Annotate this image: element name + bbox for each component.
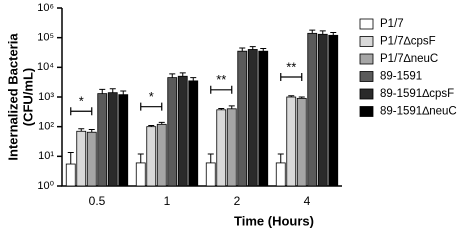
y-tick-label: 10²	[38, 121, 54, 133]
legend-swatch	[359, 18, 374, 30]
legend-swatch	[359, 36, 374, 47]
y-tick-label: 10⁶	[37, 2, 54, 14]
significance-label: *	[149, 89, 154, 104]
x-tick-label: 1	[164, 194, 171, 208]
y-axis-title: Internalized Bacteria	[5, 33, 20, 161]
bar	[177, 75, 188, 187]
bar	[317, 33, 328, 187]
y-tick-label: 10⁵	[37, 32, 54, 44]
legend-swatch	[359, 88, 374, 100]
bar	[65, 163, 76, 187]
error-bar	[179, 72, 186, 77]
x-tick-label: 4	[304, 194, 311, 208]
bar	[86, 131, 97, 187]
x-axis-title: Time (Hours)	[234, 213, 314, 228]
bar	[97, 93, 108, 187]
significance-label: *	[79, 94, 84, 109]
bar	[296, 97, 307, 187]
legend-label: P1/7∆cpsF	[380, 36, 436, 48]
bar	[216, 109, 227, 187]
y-axis-title: (CFU/mL)	[20, 68, 35, 127]
bar	[188, 80, 199, 187]
error-bar	[218, 107, 225, 110]
chart: Time (Hours) Internalized Bacteria (CFU/…	[5, 2, 457, 229]
error-bar	[207, 153, 214, 163]
legend-label: 89-1591∆cpsF	[380, 88, 454, 100]
error-bar	[158, 121, 165, 125]
legend-swatch	[359, 53, 374, 65]
error-bar	[330, 31, 337, 36]
bar	[135, 162, 146, 187]
bar	[328, 34, 339, 187]
x-tick-label: 0.5	[89, 194, 106, 208]
error-bar	[228, 105, 235, 109]
y-tick-label: 10⁰	[37, 180, 54, 192]
legend-label: P1/7∆neuC	[380, 53, 438, 65]
significance-label: **	[286, 59, 296, 74]
error-bar	[288, 95, 295, 97]
bar	[258, 50, 269, 187]
error-bar	[109, 88, 116, 93]
legend-swatch	[359, 71, 374, 82]
significance-bracket	[210, 85, 233, 94]
bar	[118, 94, 129, 187]
error-bar	[148, 124, 155, 127]
bar	[286, 96, 297, 187]
bar	[275, 162, 286, 187]
error-bar	[67, 151, 74, 165]
significance-bracket	[70, 107, 93, 116]
bar	[146, 126, 157, 187]
bar	[156, 123, 167, 187]
y-tick-label: 10⁴	[37, 61, 54, 73]
bar	[237, 50, 248, 187]
bar	[107, 92, 118, 187]
bar	[205, 162, 216, 187]
error-bar	[78, 128, 85, 132]
error-bar	[169, 73, 176, 78]
bar	[76, 130, 87, 187]
error-bar	[298, 96, 305, 99]
significance-bracket	[280, 73, 303, 81]
error-bar	[277, 153, 284, 163]
legend-label: P1/7	[380, 18, 404, 30]
significance-bracket	[140, 102, 163, 111]
bar	[307, 32, 318, 187]
y-tick-label: 10³	[38, 91, 54, 103]
error-bar	[309, 29, 316, 34]
bar	[247, 49, 258, 187]
x-tick-label: 2	[234, 194, 241, 208]
error-bar	[260, 48, 267, 52]
error-bar	[249, 46, 256, 50]
y-tick-label: 10¹	[38, 150, 54, 162]
error-bar	[319, 30, 326, 35]
bar	[167, 77, 178, 187]
error-bar	[88, 129, 95, 133]
error-bar	[239, 47, 246, 52]
error-bar	[120, 90, 127, 95]
legend-label: 89-1591∆neuC	[380, 106, 457, 118]
error-bar	[137, 153, 144, 163]
legend-label: 89-1591	[380, 71, 422, 83]
error-bar	[190, 77, 197, 81]
significance-label: **	[216, 72, 226, 87]
legend-swatch	[359, 106, 374, 117]
error-bar	[99, 88, 106, 94]
bar	[226, 108, 237, 187]
